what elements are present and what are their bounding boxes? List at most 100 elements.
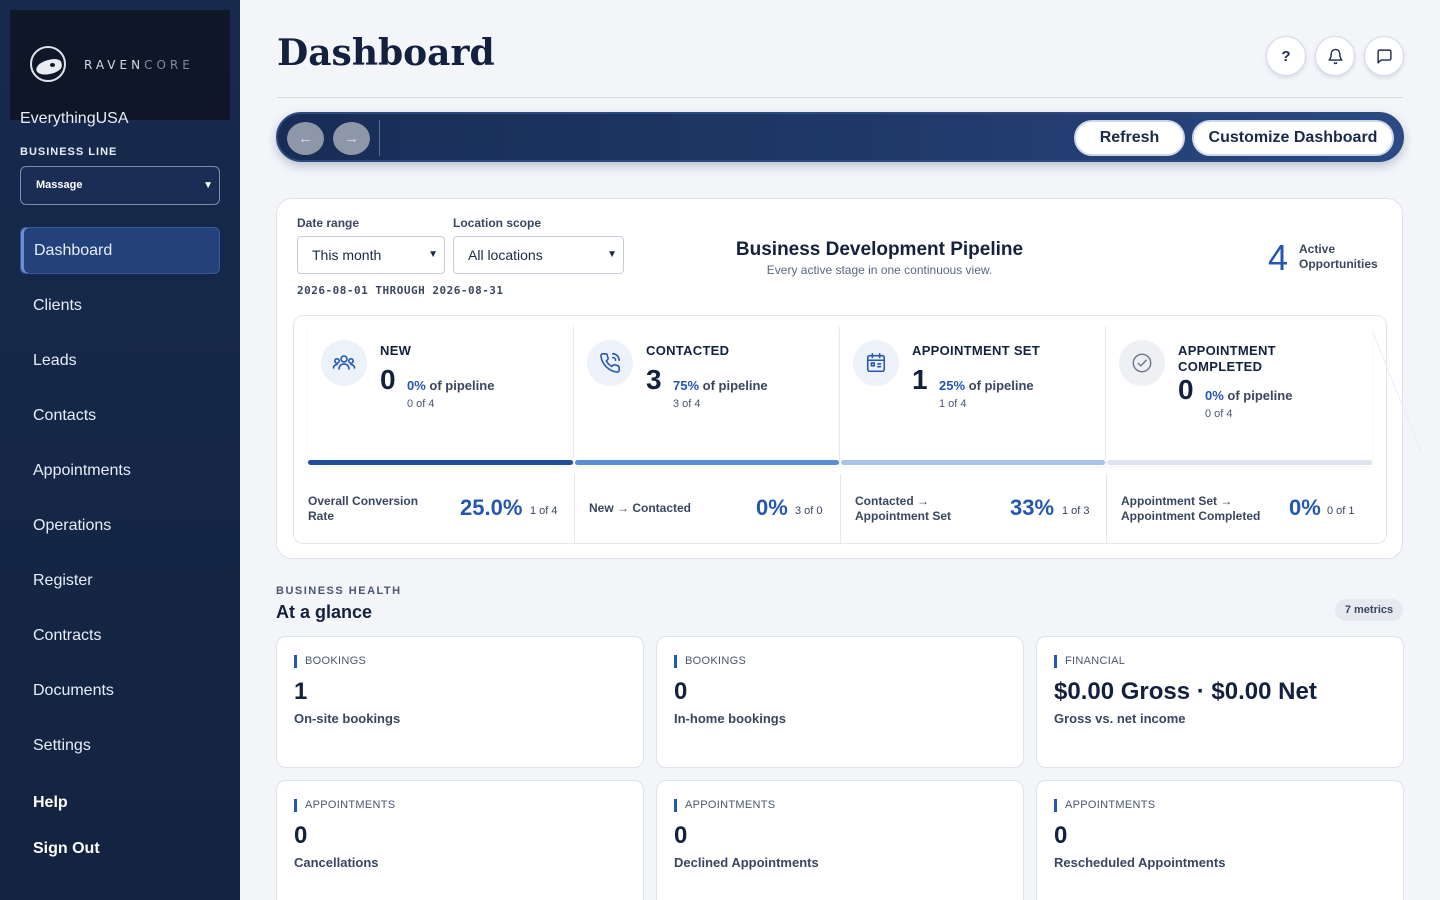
stage-title: NEW	[380, 343, 412, 358]
conversion-appointment-set-completed: Appointment Set → Appointment Completed …	[1107, 474, 1386, 544]
conversion-label: Overall Conversion Rate	[308, 494, 419, 523]
business-line-select[interactable]: Massage ▼	[20, 166, 220, 205]
business-line-label: BUSINESS LINE	[20, 146, 118, 158]
metric-value: $0.00 Gross · $0.00 Net	[1054, 678, 1317, 705]
sidebar-nav: Dashboard Clients Leads Contacts Appoint…	[20, 227, 220, 777]
stage-count: 3	[646, 364, 662, 395]
stage-percent: 75% of pipeline	[673, 378, 768, 393]
conversion-new-contacted: New → Contacted 0% 3 of 0	[575, 474, 841, 544]
back-button[interactable]: ←	[287, 122, 324, 155]
help-link[interactable]: Help	[33, 794, 68, 811]
raven-logo-icon	[30, 46, 66, 82]
stage-progress-bar-new	[308, 460, 573, 465]
stage-of-total: 0 of 4	[407, 398, 435, 410]
sidebar-item-register[interactable]: Register	[33, 572, 93, 589]
metrics-count-badge: 7 metrics	[1335, 599, 1403, 621]
stage-progress-bar-appointment-completed	[1107, 460, 1372, 465]
stage-card-appointment-set[interactable]: APPOINTMENT SET 1 25% of pipeline 1 of 4	[840, 326, 1155, 466]
metric-value: 0	[674, 678, 688, 705]
phone-icon	[587, 340, 633, 386]
stage-card-new[interactable]: NEW 0 0% of pipeline 0 of 4	[308, 326, 623, 466]
stage-percent: 0% of pipeline	[1205, 388, 1293, 403]
stage-card-contacted[interactable]: CONTACTED 3 75% of pipeline 3 of 4	[574, 326, 889, 466]
health-title: At a glance	[276, 602, 373, 622]
metric-category: APPOINTMENTS	[294, 799, 395, 812]
location-scope-select[interactable]: All locations ▼	[453, 236, 624, 274]
sidebar-item-dashboard[interactable]: Dashboard	[20, 227, 220, 274]
sign-out-link[interactable]: Sign Out	[33, 840, 100, 857]
metric-description: Rescheduled Appointments	[1054, 855, 1226, 870]
sidebar-item-contacts[interactable]: Contacts	[33, 407, 97, 424]
header-divider	[277, 97, 1403, 98]
stage-card-appointment-completed[interactable]: APPOINTMENT COMPLETED 0 0% of pipeline 0…	[1106, 326, 1422, 466]
notifications-button[interactable]	[1315, 36, 1355, 76]
metric-value: 0	[294, 822, 308, 849]
brand-logo[interactable]: RAVENCORE	[10, 10, 230, 120]
messages-button[interactable]	[1364, 36, 1404, 76]
stage-title: CONTACTED	[646, 343, 730, 358]
sidebar-item-appointments[interactable]: Appointments	[33, 462, 131, 479]
calendar-icon	[853, 340, 899, 386]
toolbar-divider	[379, 120, 380, 156]
conversion-value: 0%	[1289, 495, 1321, 520]
date-range-select[interactable]: This month ▼	[297, 236, 445, 274]
metric-value: 0	[674, 822, 688, 849]
metric-card-cancellations[interactable]: APPOINTMENTS 0 Cancellations	[276, 780, 644, 900]
metric-value: 1	[294, 678, 308, 705]
stage-progress-bar-appointment-set	[841, 460, 1105, 465]
sidebar: RAVENCORE EverythingUSA BUSINESS LINE Ma…	[0, 0, 240, 900]
metric-description: Declined Appointments	[674, 855, 819, 870]
forward-button[interactable]: →	[333, 122, 370, 155]
metric-card-rescheduled[interactable]: APPOINTMENTS 0 Rescheduled Appointments	[1036, 780, 1404, 900]
conversion-of: 1 of 4	[530, 505, 558, 517]
stage-of-total: 0 of 4	[1205, 408, 1233, 420]
chat-bubble-icon	[1376, 48, 1392, 64]
pipeline-title: Business Development Pipeline	[735, 239, 1024, 260]
date-range-label: Date range	[297, 216, 360, 230]
location-scope-label: Location scope	[453, 216, 542, 230]
metric-card-onsite-bookings[interactable]: BOOKINGS 1 On-site bookings	[276, 636, 644, 768]
metric-category: BOOKINGS	[674, 655, 746, 668]
metric-description: Cancellations	[294, 855, 379, 870]
health-kicker: BUSINESS HEALTH	[276, 585, 402, 597]
company-name: EverythingUSA	[20, 110, 129, 127]
header-actions: ?	[1266, 36, 1404, 76]
metric-description: Gross vs. net income	[1054, 711, 1186, 726]
customize-dashboard-button[interactable]: Customize Dashboard	[1192, 120, 1394, 156]
stage-title: APPOINTMENT COMPLETED	[1178, 343, 1276, 374]
metric-card-financial[interactable]: FINANCIAL $0.00 Gross · $0.00 Net Gross …	[1036, 636, 1404, 768]
conversion-of: 1 of 3	[1062, 505, 1090, 517]
conversion-of: 3 of 0	[795, 505, 823, 517]
sidebar-item-operations[interactable]: Operations	[33, 517, 112, 534]
sidebar-item-documents[interactable]: Documents	[33, 682, 114, 699]
sidebar-item-contracts[interactable]: Contracts	[33, 627, 102, 644]
pipeline-subtitle: Every active stage in one continuous vie…	[766, 263, 993, 277]
stage-count: 0	[380, 364, 396, 395]
metric-card-inhome-bookings[interactable]: BOOKINGS 0 In-home bookings	[656, 636, 1024, 768]
conversion-value: 25.0%	[460, 495, 523, 520]
bell-icon	[1327, 48, 1343, 64]
sidebar-item-leads[interactable]: Leads	[33, 352, 77, 369]
dashboard-toolbar: ← → Refresh Customize Dashboard	[276, 112, 1404, 162]
refresh-button[interactable]: Refresh	[1074, 120, 1185, 156]
metric-category: APPOINTMENTS	[1054, 799, 1155, 812]
page-title: Dashboard	[277, 32, 495, 74]
metric-category: APPOINTMENTS	[674, 799, 775, 812]
chevron-down-icon: ▼	[203, 180, 213, 191]
metric-description: In-home bookings	[674, 711, 786, 726]
sidebar-item-settings[interactable]: Settings	[33, 737, 91, 754]
help-button[interactable]: ?	[1266, 36, 1306, 76]
stage-percent: 25% of pipeline	[939, 378, 1034, 393]
pipeline-card: Date range This month ▼ Location scope A…	[276, 198, 1422, 559]
metric-category: FINANCIAL	[1054, 655, 1125, 668]
brand-wordmark: RAVENCORE	[84, 58, 194, 72]
conversion-label: Appointment Set → Appointment Completed	[1121, 494, 1261, 523]
sidebar-item-clients[interactable]: Clients	[33, 297, 82, 314]
check-circle-icon	[1119, 340, 1165, 386]
stage-count: 0	[1178, 374, 1194, 405]
conversion-value: 0%	[756, 495, 788, 520]
stage-percent: 0% of pipeline	[407, 378, 495, 393]
date-span: 2026-08-01 THROUGH 2026-08-31	[297, 284, 504, 297]
chevron-down-icon: ▼	[428, 249, 438, 260]
metric-card-declined[interactable]: APPOINTMENTS 0 Declined Appointments	[656, 780, 1024, 900]
